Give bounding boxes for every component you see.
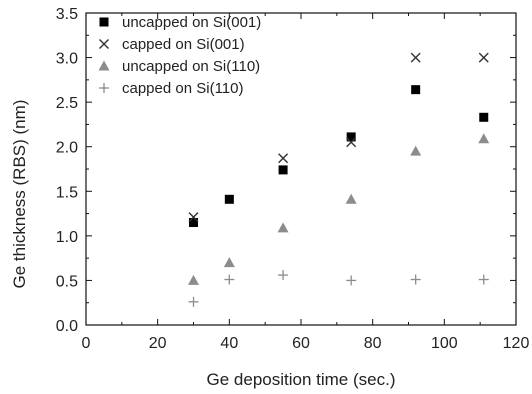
plot-area xyxy=(188,52,490,307)
data-point-series-3 xyxy=(223,257,235,268)
data-point-series-2 xyxy=(278,153,289,164)
legend-label-4: capped on Si(110) xyxy=(122,80,243,97)
legend-label-2: capped on Si(001) xyxy=(122,36,245,53)
data-point-series-1 xyxy=(278,165,288,175)
data-point-series-3 xyxy=(277,222,289,233)
legend-marker-2 xyxy=(99,39,109,49)
axes: 0 20 40 60 80 100 120 0.0 0.5 1.0 1.5 2.0 2.5 3.0 3.5 xyxy=(56,6,530,352)
legend-item-2: capped on Si(001) xyxy=(99,36,245,53)
x-axis-title: Ge deposition time (sec.) xyxy=(207,370,396,389)
data-point-series-2 xyxy=(410,52,421,63)
x-tick-label: 0 xyxy=(82,335,91,352)
legend-marker-1 xyxy=(99,17,109,27)
data-point-series-2 xyxy=(346,137,357,148)
y-tick-label: 0.5 xyxy=(56,273,78,290)
data-point-series-2 xyxy=(478,52,489,63)
data-point-series-1 xyxy=(411,85,421,95)
data-point-series-4 xyxy=(278,270,289,281)
data-point-series-1 xyxy=(346,132,356,142)
data-point-series-4 xyxy=(410,274,421,285)
legend-label-1: uncapped on Si(001) xyxy=(122,14,261,31)
legend-label-3: uncapped on Si(110) xyxy=(122,58,260,75)
y-tick-label: 1.0 xyxy=(56,229,78,246)
legend: uncapped on Si(001) capped on Si(001) unca… xyxy=(98,14,261,97)
data-point-series-3 xyxy=(478,133,490,144)
x-tick-label: 40 xyxy=(220,335,238,352)
data-point-series-4 xyxy=(224,274,235,285)
y-tick-label: 0.0 xyxy=(56,318,78,335)
data-point-series-3 xyxy=(345,193,357,204)
data-point-series-2 xyxy=(188,212,199,223)
x-tick-label: 100 xyxy=(431,335,458,352)
legend-marker-4 xyxy=(99,83,109,93)
y-axis-title: Ge thickness (RBS) (nm) xyxy=(10,100,29,289)
y-tick-label: 2.0 xyxy=(56,140,78,157)
data-point-series-1 xyxy=(224,194,234,204)
y-tick-label: 3.5 xyxy=(56,6,78,23)
legend-marker-3 xyxy=(98,60,110,71)
legend-item-4: capped on Si(110) xyxy=(99,80,243,97)
data-point-series-4 xyxy=(478,274,489,285)
y-tick-label: 3.0 xyxy=(56,51,78,68)
legend-item-3: uncapped on Si(110) xyxy=(98,58,260,75)
legend-item-1: uncapped on Si(001) xyxy=(99,14,261,31)
data-point-series-1 xyxy=(479,112,489,122)
data-point-series-3 xyxy=(410,145,422,156)
data-point-series-4 xyxy=(346,275,357,286)
x-tick-label: 20 xyxy=(149,335,167,352)
data-point-series-4 xyxy=(188,296,199,307)
y-tick-label: 1.5 xyxy=(56,184,78,201)
x-tick-label: 60 xyxy=(292,335,310,352)
data-point-series-1 xyxy=(189,217,198,227)
data-point-series-3 xyxy=(188,274,199,285)
x-tick-label: 120 xyxy=(503,335,530,352)
y-tick-label: 2.5 xyxy=(56,95,78,112)
x-tick-label: 80 xyxy=(364,335,382,352)
